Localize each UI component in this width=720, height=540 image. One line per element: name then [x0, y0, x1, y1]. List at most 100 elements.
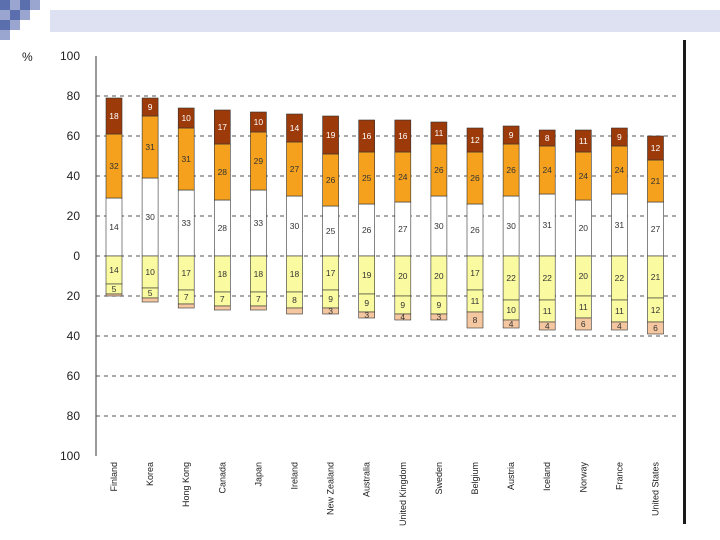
data-label: 8: [292, 295, 297, 305]
bar-segment: [647, 135, 664, 161]
data-label: 26: [506, 165, 516, 175]
bar-segment: [466, 311, 484, 329]
bar-segment: [611, 127, 628, 147]
data-label: 33: [254, 218, 264, 228]
slide-right-border: [683, 40, 686, 524]
bar-segment: [358, 119, 376, 153]
data-label: 26: [470, 225, 480, 235]
data-label: 22: [542, 273, 552, 283]
category-label: Norway: [578, 462, 588, 493]
data-label: 33: [181, 218, 191, 228]
data-label: 7: [220, 294, 225, 304]
data-label: 9: [617, 132, 622, 142]
data-labels: 1432181453031910533311017728281718733291…: [109, 102, 660, 333]
data-label: 14: [290, 123, 300, 133]
bar-segment: [105, 97, 123, 135]
category-labels: Finland Korea Hong Kong Canada Japan Ireland N…: [109, 462, 661, 527]
category-label: Hong Kong: [181, 462, 191, 507]
data-label: 12: [651, 305, 661, 315]
y-tick-label: 100: [60, 49, 80, 63]
data-label: 8: [545, 133, 550, 143]
data-label: 17: [218, 122, 228, 132]
data-label: 26: [326, 175, 336, 185]
bar-segment: [394, 313, 412, 321]
data-label: 27: [651, 224, 661, 234]
data-label: 12: [651, 143, 661, 153]
data-label: 22: [615, 273, 625, 283]
data-label: 11: [615, 306, 624, 316]
category-label: France: [614, 462, 624, 490]
bar-segment: [214, 109, 231, 145]
bar-segment: [647, 321, 664, 335]
data-label: 18: [254, 269, 264, 279]
data-label: 5: [148, 288, 153, 298]
data-label: 9: [400, 300, 405, 310]
category-label: Korea: [145, 462, 155, 486]
bar-segment: [250, 111, 267, 133]
data-label: 17: [470, 268, 480, 278]
data-label: 12: [470, 135, 480, 145]
category-label: Iceland: [542, 462, 552, 491]
bar-segment: [358, 311, 376, 319]
data-label: 7: [256, 294, 261, 304]
data-label: 22: [506, 273, 516, 283]
bar-segment: [214, 305, 231, 311]
data-label: 3: [437, 312, 442, 322]
bar-segment: [286, 113, 303, 143]
data-label: 28: [218, 223, 228, 233]
bar-segment: [105, 293, 123, 297]
bar-segment: [574, 129, 592, 153]
data-label: 32: [109, 161, 119, 171]
data-label: 11: [543, 306, 552, 316]
data-label: 18: [109, 111, 119, 121]
data-label: 24: [615, 165, 625, 175]
data-label: 6: [653, 323, 658, 333]
data-label: 9: [328, 294, 333, 304]
data-label: 27: [290, 164, 300, 174]
data-label: 30: [434, 221, 444, 231]
bar-segment: [502, 319, 520, 329]
bar-segment: [250, 305, 267, 311]
category-label: Australia: [362, 462, 372, 497]
bar-segment: [466, 127, 484, 153]
data-label: 7: [184, 292, 189, 302]
data-label: 5: [112, 284, 117, 294]
data-label: 30: [145, 212, 155, 222]
data-label: 24: [398, 172, 408, 182]
data-label: 11: [579, 136, 588, 146]
data-label: 19: [362, 270, 372, 280]
y-tick-label: 80: [67, 409, 81, 423]
data-label: 14: [109, 265, 119, 275]
bar-segment: [322, 307, 339, 315]
data-label: 10: [254, 117, 264, 127]
y-tick-label: 20: [67, 209, 81, 223]
bar-segment: [611, 321, 628, 331]
data-label: 21: [651, 272, 661, 282]
y-tick-label: 80: [67, 89, 81, 103]
category-label: Austria: [506, 462, 516, 490]
y-tick-label: 40: [67, 169, 81, 183]
bar-segment: [141, 97, 159, 117]
data-label: 31: [542, 220, 552, 230]
data-label: 16: [362, 131, 372, 141]
category-label: Canada: [217, 462, 227, 494]
data-label: 4: [509, 319, 514, 329]
bar-segment: [574, 317, 592, 331]
data-label: 30: [506, 221, 516, 231]
data-label: 14: [109, 222, 119, 232]
data-label: 21: [651, 176, 661, 186]
data-label: 26: [362, 225, 372, 235]
data-label: 6: [581, 319, 586, 329]
data-label: 31: [615, 220, 625, 230]
category-label: Finland: [109, 462, 119, 492]
data-label: 10: [181, 113, 191, 123]
bar-segment: [430, 313, 448, 321]
data-label: 20: [434, 271, 444, 281]
data-label: 10: [506, 305, 516, 315]
data-label: 17: [326, 268, 336, 278]
data-label: 31: [145, 142, 155, 152]
category-label: Ireland: [290, 462, 300, 490]
data-label: 27: [398, 224, 408, 234]
data-label: 9: [437, 300, 442, 310]
